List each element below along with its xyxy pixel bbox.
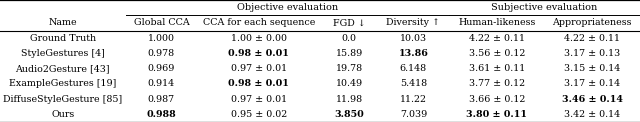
Text: 11.22: 11.22 (400, 95, 427, 104)
Text: 3.77 ± 0.12: 3.77 ± 0.12 (469, 79, 525, 88)
Text: 0.97 ± 0.01: 0.97 ± 0.01 (231, 95, 287, 104)
Text: 3.850: 3.850 (334, 110, 364, 119)
Text: Subjective evaluation: Subjective evaluation (492, 3, 598, 12)
Text: 0.95 ± 0.02: 0.95 ± 0.02 (230, 110, 287, 119)
Text: Audio2Gesture [43]: Audio2Gesture [43] (15, 64, 110, 73)
Text: 0.978: 0.978 (148, 49, 175, 58)
Text: 3.15 ± 0.14: 3.15 ± 0.14 (564, 64, 620, 73)
Text: 0.987: 0.987 (148, 95, 175, 104)
Text: 3.61 ± 0.11: 3.61 ± 0.11 (468, 64, 525, 73)
Text: 4.22 ± 0.11: 4.22 ± 0.11 (564, 34, 620, 43)
Text: 15.89: 15.89 (335, 49, 363, 58)
Text: 0.98 ± 0.01: 0.98 ± 0.01 (228, 49, 289, 58)
Text: 6.148: 6.148 (400, 64, 427, 73)
Text: 13.86: 13.86 (399, 49, 428, 58)
Text: 3.80 ± 0.11: 3.80 ± 0.11 (467, 110, 527, 119)
Text: StyleGestures [4]: StyleGestures [4] (21, 49, 105, 58)
Text: Diversity ↑: Diversity ↑ (387, 18, 440, 27)
Text: 1.00 ± 0.00: 1.00 ± 0.00 (231, 34, 287, 43)
Text: Objective evaluation: Objective evaluation (237, 3, 338, 12)
Text: 4.22 ± 0.11: 4.22 ± 0.11 (469, 34, 525, 43)
Text: 3.56 ± 0.12: 3.56 ± 0.12 (468, 49, 525, 58)
Text: 5.418: 5.418 (400, 79, 427, 88)
Text: 19.78: 19.78 (335, 64, 363, 73)
Text: 1.000: 1.000 (148, 34, 175, 43)
Text: CCA for each sequence: CCA for each sequence (203, 18, 315, 27)
Text: 3.42 ± 0.14: 3.42 ± 0.14 (564, 110, 620, 119)
Text: 3.46 ± 0.14: 3.46 ± 0.14 (562, 95, 623, 104)
Text: Global CCA: Global CCA (134, 18, 189, 27)
Text: 10.03: 10.03 (400, 34, 427, 43)
Text: 3.66 ± 0.12: 3.66 ± 0.12 (468, 95, 525, 104)
Text: 0.988: 0.988 (147, 110, 176, 119)
Text: Appropriateness: Appropriateness (552, 18, 632, 27)
Text: ExampleGestures [19]: ExampleGestures [19] (9, 79, 116, 88)
Text: 3.17 ± 0.13: 3.17 ± 0.13 (564, 49, 620, 58)
Text: DiffuseStyleGesture [85]: DiffuseStyleGesture [85] (3, 95, 122, 104)
Text: Name: Name (49, 18, 77, 27)
Text: Human-likeness: Human-likeness (458, 18, 536, 27)
Text: 0.969: 0.969 (148, 64, 175, 73)
Text: 10.49: 10.49 (335, 79, 363, 88)
Text: 11.98: 11.98 (335, 95, 363, 104)
Text: FGD ↓: FGD ↓ (333, 18, 365, 27)
Text: 3.17 ± 0.14: 3.17 ± 0.14 (564, 79, 620, 88)
Text: 0.98 ± 0.01: 0.98 ± 0.01 (228, 79, 289, 88)
Text: 0.97 ± 0.01: 0.97 ± 0.01 (231, 64, 287, 73)
Text: Ground Truth: Ground Truth (29, 34, 96, 43)
Text: 0.914: 0.914 (148, 79, 175, 88)
Text: 7.039: 7.039 (400, 110, 427, 119)
Text: 0.0: 0.0 (342, 34, 356, 43)
Text: Ours: Ours (51, 110, 74, 119)
